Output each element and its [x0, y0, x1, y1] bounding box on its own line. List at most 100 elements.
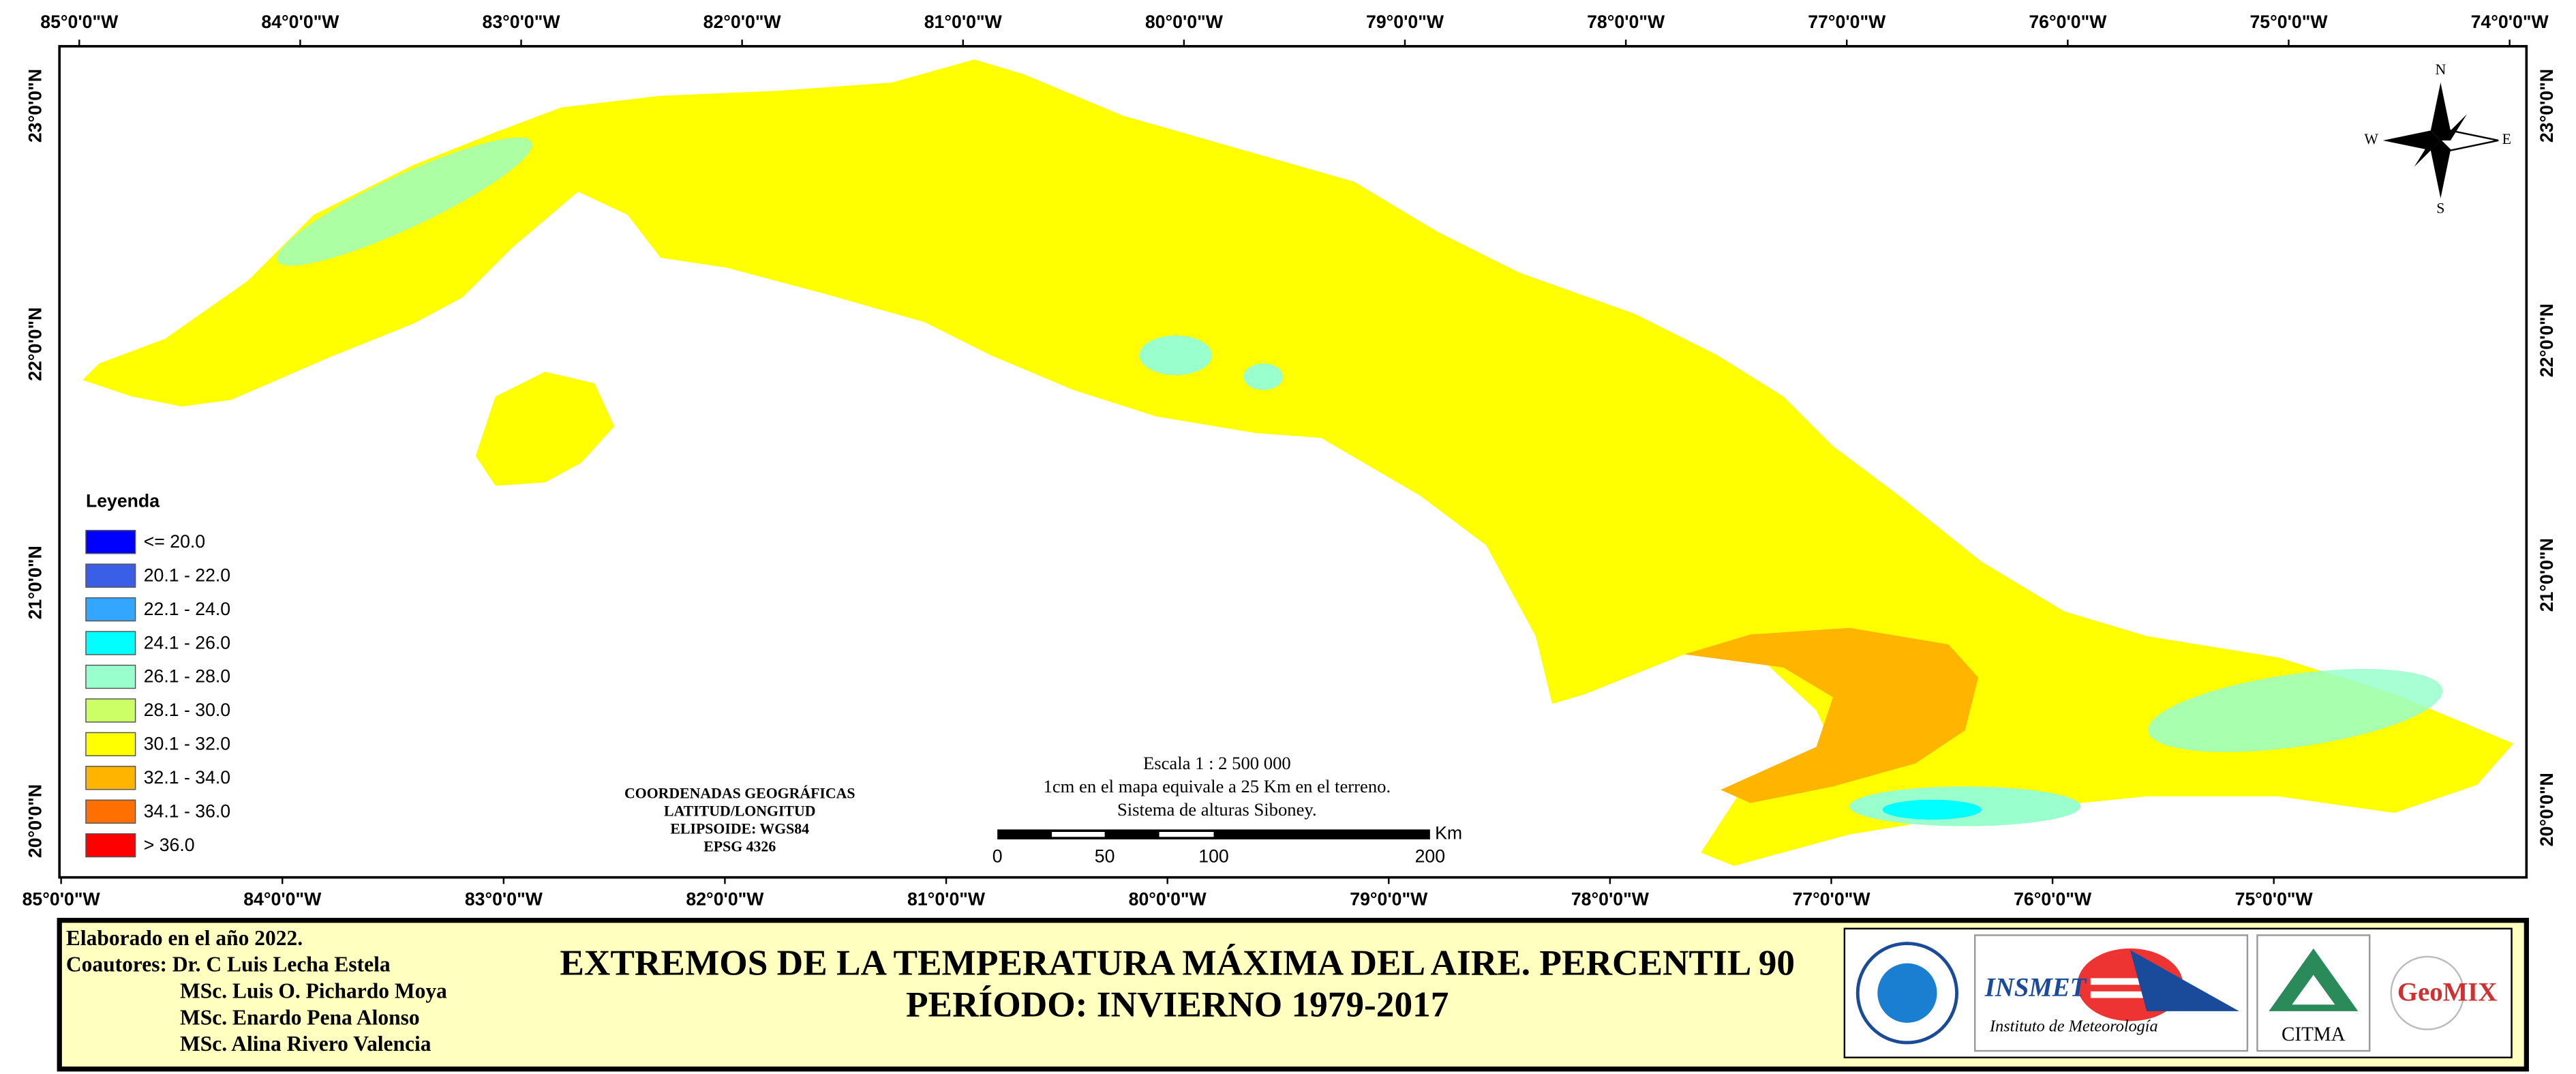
latitude-label-left: 21°0'0"N [25, 546, 45, 619]
logo-geomix-ring [2390, 955, 2465, 1030]
longitude-label-top: 80°0'0"W [1145, 12, 1224, 32]
legend-swatch [85, 766, 136, 790]
logo-citma-text: CITMA [2282, 1024, 2346, 1045]
compass-point [2430, 140, 2451, 198]
cold-region [1882, 799, 1982, 820]
longitude-label-bottom: 81°0'0"W [907, 889, 986, 910]
isla-juventud [475, 372, 615, 486]
legend-swatch [85, 664, 136, 689]
scale-tick-label: 50 [1095, 846, 1115, 867]
legend-swatch [85, 799, 136, 824]
longitude-label-top: 77°0'0"W [1808, 12, 1886, 32]
latitude-label-right: 23°0'0"N [2536, 69, 2557, 143]
scale-text: 1cm en el mapa equivale a 25 Km en el te… [1044, 776, 1391, 796]
legend-label: 30.1 - 32.0 [144, 734, 230, 754]
legend-label: 28.1 - 30.0 [144, 700, 230, 720]
legend-label: 22.1 - 24.0 [144, 599, 230, 619]
logo-geomix-text: GeoMIX [2397, 978, 2497, 1007]
footer-title: PERÍODO: INVIERNO 1979-2017 [906, 984, 1449, 1024]
legend-swatch [85, 597, 136, 622]
scale-tick-label: 100 [1198, 846, 1228, 867]
scale-tick-label: 200 [1415, 846, 1445, 867]
latitude-label-right: 20°0'0"N [2536, 773, 2557, 846]
legend-label: 26.1 - 28.0 [144, 666, 230, 687]
coordinates-note: COORDENADAS GEOGRÁFICAS [624, 785, 855, 801]
footer-title: EXTREMOS DE LA TEMPERATURA MÁXIMA DEL AI… [560, 943, 1795, 983]
compass-point [2430, 83, 2451, 140]
compass-w: W [2364, 131, 2378, 147]
legend-swatch [85, 698, 136, 723]
legend-title: Leyenda [86, 491, 160, 511]
legend-swatch [85, 631, 136, 655]
logo-insmet-text: INSMET [1984, 972, 2087, 1002]
compass-n: N [2435, 61, 2446, 78]
longitude-label-bottom: 77°0'0"W [1792, 889, 1870, 910]
longitude-label-bottom: 83°0'0"W [465, 889, 543, 910]
longitude-label-bottom: 78°0'0"W [1571, 889, 1650, 910]
legend-label: <= 20.0 [144, 531, 205, 552]
longitude-label-top: 84°0'0"W [261, 12, 339, 32]
logo-insmet-wing [2130, 950, 2239, 1011]
scale-text: Escala 1 : 2 500 000 [1143, 753, 1291, 773]
logos: INSMET Instituto de Meteorología CITMA G… [1843, 927, 2513, 1058]
longitude-label-bottom: 75°0'0"W [2235, 889, 2314, 910]
compass-e: E [2502, 131, 2511, 147]
legend-label: 20.1 - 22.0 [144, 565, 230, 585]
coordinates-note: ELIPSOIDE: WGS84 [670, 820, 809, 837]
cool-region [1243, 363, 1284, 390]
legend-swatch [85, 732, 136, 757]
scale-unit: Km [1435, 823, 1462, 844]
credit-line: MSc. Enardo Pena Alonso [180, 1005, 420, 1029]
scale-tick-label: 0 [992, 846, 1003, 867]
scale-bar-segment [1052, 832, 1105, 837]
longitude-label-bottom: 76°0'0"W [2014, 889, 2092, 910]
logo-insmet-stripe [2090, 991, 2170, 998]
longitude-label-bottom: 82°0'0"W [686, 889, 764, 910]
longitude-label-top: 74°0'0"W [2471, 12, 2549, 32]
compass-point [2440, 114, 2468, 140]
legend-swatch [85, 530, 136, 554]
longitude-label-top: 76°0'0"W [2029, 12, 2107, 32]
credit-line: MSc. Alina Rivero Valencia [180, 1032, 431, 1056]
latitude-label-right: 21°0'0"N [2536, 538, 2557, 612]
legend-label: 32.1 - 34.0 [144, 767, 230, 788]
logo-insmet-stripe [2090, 978, 2170, 985]
legend-swatch [85, 833, 136, 858]
longitude-label-top: 75°0'0"W [2249, 12, 2328, 32]
legend-label: > 36.0 [144, 835, 195, 855]
latitude-label-left: 22°0'0"N [25, 308, 45, 381]
legend-swatch [85, 563, 136, 588]
longitude-label-top: 79°0'0"W [1366, 12, 1444, 32]
longitude-label-bottom: 79°0'0"W [1350, 889, 1428, 910]
credit-line: MSc. Luis O. Pichardo Moya [180, 979, 447, 1003]
cool-region [2148, 669, 2443, 752]
coordinates-note: EPSG 4326 [703, 838, 776, 854]
island [82, 59, 2513, 866]
latitude-label-left: 20°0'0"N [25, 784, 45, 858]
latitude-label-left: 23°0'0"N [25, 69, 45, 143]
latitude-label-right: 22°0'0"N [2536, 303, 2557, 377]
cool-region [277, 137, 532, 266]
credit-line: Coautores: Dr. C Luis Lecha Estela [66, 953, 391, 976]
logo-insmet-sub: Instituto de Meteorología [1989, 1017, 2158, 1036]
longitude-label-top: 81°0'0"W [924, 12, 1003, 32]
legend-label: 24.1 - 26.0 [144, 632, 230, 653]
compass-s: S [2436, 200, 2444, 217]
compass-point [2382, 130, 2441, 151]
warm-region [1684, 627, 1979, 803]
longitude-label-top: 78°0'0"W [1587, 12, 1665, 32]
longitude-label-top: 83°0'0"W [483, 12, 561, 32]
scale-bar: Km [997, 823, 1462, 844]
cool-region [1139, 335, 1213, 376]
legend-label: 34.1 - 36.0 [144, 801, 230, 821]
scale-bar-segment [1159, 832, 1214, 837]
logo-citma-inner [2292, 974, 2335, 1005]
scale-text: Sistema de alturas Siboney. [1117, 799, 1317, 820]
longitude-label-top: 82°0'0"W [703, 12, 782, 32]
longitude-label-bottom: 80°0'0"W [1129, 889, 1207, 910]
credit-line: Elaborado en el año 2022. [66, 926, 303, 950]
longitude-label-bottom: 84°0'0"W [243, 889, 322, 910]
longitude-label-top: 85°0'0"W [40, 12, 119, 32]
